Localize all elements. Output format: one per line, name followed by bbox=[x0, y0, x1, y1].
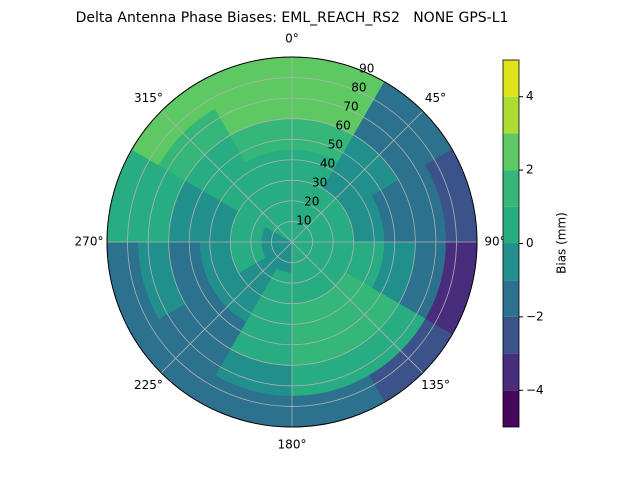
colorbar-band bbox=[503, 353, 519, 391]
theta-tick-label: 270° bbox=[75, 235, 104, 249]
theta-tick-label: 90° bbox=[484, 235, 505, 249]
colorbar-band bbox=[503, 133, 519, 171]
colorbar-band bbox=[503, 60, 519, 97]
grid-spoke bbox=[291, 241, 424, 374]
colorbar-band bbox=[503, 280, 519, 317]
polar-frame bbox=[106, 56, 478, 428]
grid-spoke bbox=[160, 110, 293, 243]
colorbar-band bbox=[503, 390, 519, 427]
colorbar-band bbox=[503, 96, 519, 134]
colorbar-band bbox=[503, 206, 519, 244]
grid-spoke bbox=[291, 110, 424, 243]
r-tick-label: 70 bbox=[343, 100, 358, 114]
r-tick-label: 80 bbox=[351, 81, 366, 95]
r-tick-label: 10 bbox=[296, 214, 311, 228]
chart-title: Delta Antenna Phase Biases: EML_REACH_RS… bbox=[76, 10, 509, 26]
colorbar-tick-label: 2 bbox=[526, 163, 534, 177]
r-tick-label: 90 bbox=[359, 62, 374, 76]
r-tick-label: 40 bbox=[320, 157, 335, 171]
colorbar-tick-label: 4 bbox=[526, 89, 534, 103]
colorbar-tick-label: 0 bbox=[526, 236, 534, 250]
r-tick-label: 50 bbox=[328, 138, 343, 152]
colorbar-tick-label: −4 bbox=[526, 383, 544, 397]
colorbar-tick-label: −2 bbox=[526, 309, 544, 323]
colorbar-band bbox=[503, 170, 519, 207]
r-tick-label: 20 bbox=[304, 195, 319, 209]
theta-tick-label: 315° bbox=[134, 91, 163, 105]
r-tick-label: 60 bbox=[336, 119, 351, 133]
theta-tick-label: 45° bbox=[425, 91, 446, 105]
theta-tick-label: 0° bbox=[285, 32, 299, 46]
colorbar-band bbox=[503, 243, 519, 281]
theta-tick-label: 135° bbox=[421, 378, 450, 392]
grid-spoke bbox=[160, 241, 293, 374]
theta-tick-label: 225° bbox=[134, 378, 163, 392]
colorbar-band bbox=[503, 316, 519, 354]
r-tick-label: 30 bbox=[312, 176, 327, 190]
colorbar-label: Bias (mm) bbox=[555, 212, 569, 274]
theta-tick-label: 180° bbox=[278, 438, 307, 452]
